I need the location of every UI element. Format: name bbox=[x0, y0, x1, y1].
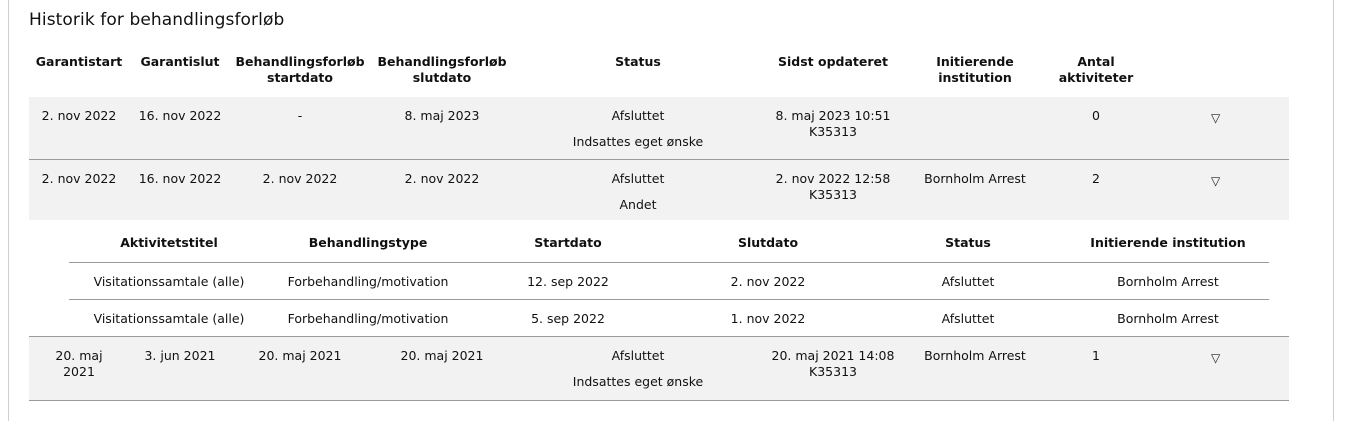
table-row[interactable]: 2. nov 2022 16. nov 2022 2. nov 2022 2. … bbox=[29, 160, 1289, 220]
activity-slutdato: 1. nov 2022 bbox=[730, 311, 806, 326]
header-antal-line2: aktiviteter bbox=[1058, 70, 1134, 85]
cell-bf-slutdato: 2. nov 2022 bbox=[404, 171, 480, 186]
cell-garantistart: 20. maj 2021 bbox=[29, 348, 129, 380]
header-antal-line1: Antal bbox=[1077, 54, 1115, 69]
table-row[interactable]: 20. maj 2021 3. jun 2021 20. maj 2021 20… bbox=[29, 336, 1289, 401]
cell-status-reason: Andet bbox=[619, 197, 657, 212]
cell-updated-by: K35313 bbox=[809, 124, 857, 139]
cell-updated-time: 8. maj 2023 10:51 bbox=[775, 108, 891, 123]
expand-toggle-icon[interactable]: ▽ bbox=[1211, 111, 1221, 125]
cell-antal: 1 bbox=[1092, 348, 1100, 363]
activity-title: Visitationssamtale (alle) bbox=[93, 274, 245, 289]
cell-bf-slutdato: 8. maj 2023 bbox=[404, 108, 480, 123]
sub-header-aktivitetstitel: Aktivitetstitel bbox=[120, 235, 218, 250]
expand-toggle-icon[interactable]: ▽ bbox=[1211, 174, 1221, 188]
activity-title: Visitationssamtale (alle) bbox=[93, 311, 245, 326]
activity-startdato: 12. sep 2022 bbox=[527, 274, 609, 289]
cell-status: Afsluttet bbox=[611, 348, 665, 363]
cell-garantislut: 16. nov 2022 bbox=[138, 171, 222, 186]
sub-header-slutdato: Slutdato bbox=[737, 235, 799, 250]
header-bf-slutdato-line1: Behandlingsforløb bbox=[377, 54, 507, 69]
header-initierende-line1: Initierende bbox=[936, 54, 1014, 69]
sub-header-behandlingstype: Behandlingstype bbox=[308, 235, 428, 250]
header-antal-aktiviteter: Antal aktiviteter bbox=[1046, 54, 1146, 86]
panel-right-border bbox=[1333, 0, 1334, 421]
cell-antal: 0 bbox=[1092, 108, 1100, 123]
activity-status: Afsluttet bbox=[941, 274, 995, 289]
cell-bf-startdato: - bbox=[297, 108, 303, 123]
cell-bf-slutdato: 20. maj 2021 bbox=[400, 348, 484, 363]
cell-sidst-opdateret: 20. maj 2021 14:08 K35313 bbox=[753, 348, 913, 380]
cell-sidst-opdateret: 2. nov 2022 12:58 K35313 bbox=[753, 171, 913, 203]
activity-slutdato: 2. nov 2022 bbox=[730, 274, 806, 289]
header-garantistart: Garantistart bbox=[35, 54, 123, 69]
header-bf-slutdato: Behandlingsforløb slutdato bbox=[372, 54, 512, 86]
activity-type: Forbehandling/motivation bbox=[287, 274, 449, 289]
header-bf-slutdato-line2: slutdato bbox=[412, 70, 472, 85]
cell-updated-time: 20. maj 2021 14:08 bbox=[771, 348, 895, 363]
sub-header-initierende-institution: Initierende institution bbox=[1090, 235, 1246, 250]
cell-institution: Bornholm Arrest bbox=[924, 348, 1026, 363]
activity-startdato: 5. sep 2022 bbox=[531, 311, 605, 326]
header-bf-startdato: Behandlingsforløb startdato bbox=[230, 54, 370, 86]
table-row[interactable]: 2. nov 2022 16. nov 2022 - 8. maj 2023 A… bbox=[29, 97, 1289, 160]
header-sidst-opdateret: Sidst opdateret bbox=[778, 54, 888, 69]
activity-institution: Bornholm Arrest bbox=[1117, 274, 1219, 289]
sub-table-divider bbox=[69, 262, 1269, 263]
cell-institution: Bornholm Arrest bbox=[924, 171, 1026, 186]
cell-updated-by: K35313 bbox=[809, 187, 857, 202]
header-bf-startdato-line1: Behandlingsforløb bbox=[235, 54, 365, 69]
cell-antal: 2 bbox=[1092, 171, 1100, 186]
cell-garantistart: 2. nov 2022 bbox=[41, 171, 117, 186]
header-initierende-institution: Initierende institution bbox=[915, 54, 1035, 86]
panel-left-border bbox=[8, 0, 9, 421]
activity-type: Forbehandling/motivation bbox=[287, 311, 449, 326]
expand-toggle-icon[interactable]: ▽ bbox=[1211, 351, 1221, 365]
activity-institution: Bornholm Arrest bbox=[1117, 311, 1219, 326]
sub-header-status: Status bbox=[945, 235, 991, 250]
cell-status: Afsluttet bbox=[611, 171, 665, 186]
cell-bf-startdato: 2. nov 2022 bbox=[262, 171, 338, 186]
cell-garantislut: 3. jun 2021 bbox=[144, 348, 216, 363]
cell-sidst-opdateret: 8. maj 2023 10:51 K35313 bbox=[753, 108, 913, 140]
header-garantislut: Garantislut bbox=[140, 54, 220, 69]
header-bf-startdato-line2: startdato bbox=[267, 70, 333, 85]
cell-garantislut: 16. nov 2022 bbox=[138, 108, 222, 123]
cell-garantistart-line1: 20. maj bbox=[55, 348, 103, 363]
cell-garantistart-line2: 2021 bbox=[63, 364, 95, 379]
activity-status: Afsluttet bbox=[941, 311, 995, 326]
cell-updated-time: 2. nov 2022 12:58 bbox=[775, 171, 891, 186]
page-title: Historik for behandlingsforløb bbox=[29, 10, 285, 30]
cell-updated-by: K35313 bbox=[809, 364, 857, 379]
sub-table-divider bbox=[69, 299, 1269, 300]
cell-garantistart: 2. nov 2022 bbox=[41, 108, 117, 123]
cell-status-reason: Indsattes eget ønske bbox=[572, 374, 704, 389]
header-status: Status bbox=[615, 54, 661, 69]
cell-status-reason: Indsattes eget ønske bbox=[572, 134, 704, 149]
cell-bf-startdato: 20. maj 2021 bbox=[258, 348, 342, 363]
cell-status: Afsluttet bbox=[611, 108, 665, 123]
header-initierende-line2: institution bbox=[938, 70, 1012, 85]
sub-header-startdato: Startdato bbox=[534, 235, 602, 250]
